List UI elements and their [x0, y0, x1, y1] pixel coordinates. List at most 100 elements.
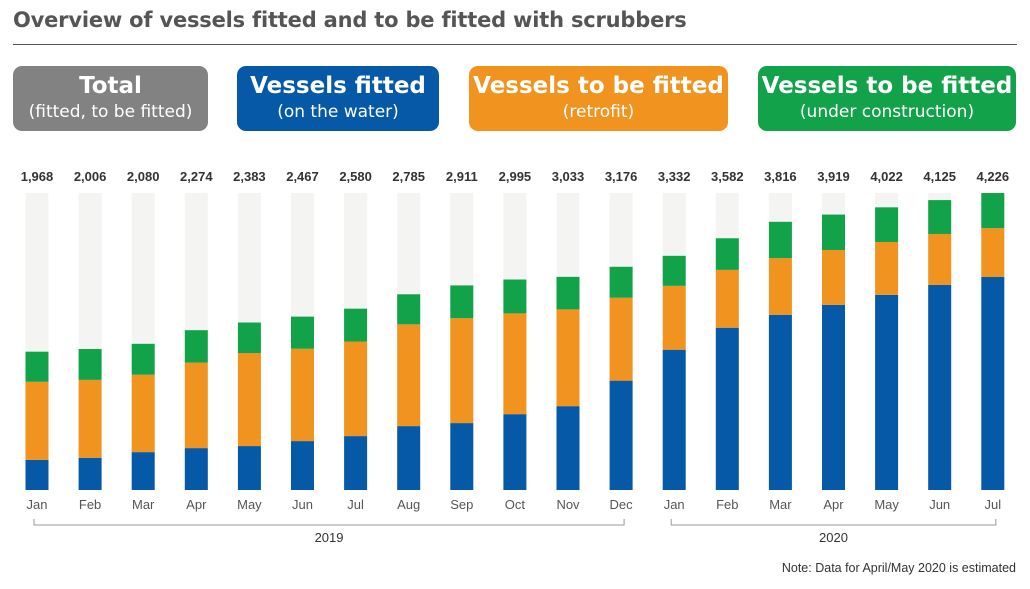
total-label: 2,911 — [446, 169, 478, 184]
month-label: Apr — [186, 497, 207, 512]
month-label: Oct — [505, 497, 526, 512]
bar-segment-fitted — [131, 452, 155, 490]
bar-segment-retrofit — [822, 249, 845, 305]
bar-segment-fitted — [291, 441, 314, 490]
legend-retrofit: Vessels to be fitted (retrofit) — [469, 66, 728, 131]
month-label: Mar — [769, 497, 792, 512]
month-label: Aug — [397, 497, 420, 512]
total-label: 4,226 — [977, 169, 1010, 184]
bar-segment-retrofit — [131, 374, 155, 453]
bar-segment-under-construction — [397, 294, 421, 325]
total-label: 1,968 — [21, 169, 54, 184]
bar-segment-retrofit — [981, 228, 1005, 277]
total-label: 4,125 — [923, 169, 956, 184]
total-label: 2,274 — [180, 169, 213, 184]
year-label: 2020 — [819, 530, 848, 545]
bar-segment-under-construction — [184, 330, 208, 363]
legend-vessels-fitted-sublabel: (on the water) — [277, 102, 399, 122]
total-label: 2,580 — [339, 169, 372, 184]
bar-segment-fitted — [397, 426, 421, 490]
bar-segment-retrofit — [344, 341, 368, 437]
total-label: 3,176 — [605, 169, 638, 184]
bar-segment-fitted — [237, 446, 261, 490]
bar-segment-under-construction — [78, 349, 102, 380]
footnote: Note: Data for April/May 2020 is estimat… — [781, 561, 1016, 575]
bar-segment-under-construction — [822, 214, 845, 250]
bar-segment-under-construction — [450, 285, 474, 319]
bar-segment-retrofit — [715, 269, 739, 328]
legend-under-construction-label: Vessels to be fitted — [761, 73, 1013, 99]
bar-segment-under-construction — [291, 316, 314, 349]
bar-segment-retrofit — [78, 379, 102, 458]
chart-title: Overview of vessels fitted and to be fit… — [13, 8, 687, 32]
month-label: May — [237, 497, 262, 512]
title-divider — [13, 44, 1017, 45]
total-label: 2,080 — [127, 169, 160, 184]
bar-segment-fitted — [981, 276, 1005, 490]
bar-segment-under-construction — [131, 343, 155, 375]
bar-segment-fitted — [344, 436, 368, 490]
legend-retrofit-label: Vessels to be fitted — [473, 73, 724, 99]
bar-segment-fitted — [609, 380, 633, 490]
bar-segment-retrofit — [875, 241, 899, 295]
total-label: 2,785 — [392, 169, 425, 184]
year-bracket — [670, 519, 997, 526]
legend-vessels-fitted: Vessels fitted (on the water) — [237, 66, 439, 131]
month-label: Dec — [610, 497, 634, 512]
legend-retrofit-sublabel: (retrofit) — [562, 102, 635, 122]
total-label: 3,919 — [817, 169, 850, 184]
bar-segment-under-construction — [503, 279, 527, 314]
month-label: Nov — [556, 497, 580, 512]
bar-segment-under-construction — [715, 238, 739, 270]
total-label: 2,467 — [286, 169, 319, 184]
bar-segment-under-construction — [25, 351, 49, 382]
month-label: Jun — [929, 497, 950, 512]
bar-segment-under-construction — [609, 266, 633, 298]
bar-segment-fitted — [503, 414, 527, 490]
bar-segment-under-construction — [556, 276, 580, 310]
bar-segment-under-construction — [928, 200, 952, 234]
total-label: 3,332 — [658, 169, 691, 184]
bar-segment-retrofit — [397, 324, 421, 427]
legend-vessels-fitted-label: Vessels fitted — [250, 73, 426, 99]
year-bracket — [33, 519, 625, 526]
total-label: 3,816 — [764, 169, 797, 184]
bar-segment-retrofit — [184, 362, 208, 449]
year-label: 2019 — [315, 530, 344, 545]
bar-segment-under-construction — [875, 207, 899, 242]
month-label: Feb — [716, 497, 738, 512]
bar-segment-under-construction — [662, 255, 686, 286]
legend-under-construction-sublabel: (under construction) — [799, 102, 975, 122]
bar-segment-retrofit — [928, 233, 952, 285]
bar-segment-under-construction — [344, 308, 368, 342]
month-label: Apr — [823, 497, 844, 512]
month-label: Sep — [450, 497, 473, 512]
legend-total: Total (fitted, to be fitted) — [13, 66, 208, 131]
bar-segment-fitted — [875, 294, 899, 490]
bar-segment-fitted — [184, 448, 208, 490]
total-label: 2,006 — [74, 169, 107, 184]
bar-segment-fitted — [556, 406, 580, 490]
bar-segment-retrofit — [25, 381, 49, 460]
month-label: Jul — [347, 497, 364, 512]
month-label: Feb — [79, 497, 101, 512]
bar-segment-retrofit — [609, 297, 633, 381]
bar-segment-retrofit — [768, 258, 792, 315]
legend-under-construction: Vessels to be fitted (under construction… — [758, 66, 1016, 131]
bar-segment-retrofit — [503, 313, 527, 415]
total-label: 3,033 — [552, 169, 585, 184]
bar-segment-fitted — [25, 459, 49, 490]
bar-segment-retrofit — [450, 318, 474, 424]
bar-segment-fitted — [662, 349, 686, 490]
bar-segment-retrofit — [237, 353, 261, 447]
month-label: Jan — [664, 497, 685, 512]
total-label: 2,383 — [233, 169, 266, 184]
bar-segment-retrofit — [556, 309, 580, 407]
bar-segment-fitted — [78, 457, 102, 490]
bar-segment-under-construction — [768, 221, 792, 259]
month-label: Mar — [132, 497, 155, 512]
bar-segment-under-construction — [981, 193, 1005, 229]
month-label: Jul — [984, 497, 1001, 512]
total-label: 2,995 — [499, 169, 532, 184]
